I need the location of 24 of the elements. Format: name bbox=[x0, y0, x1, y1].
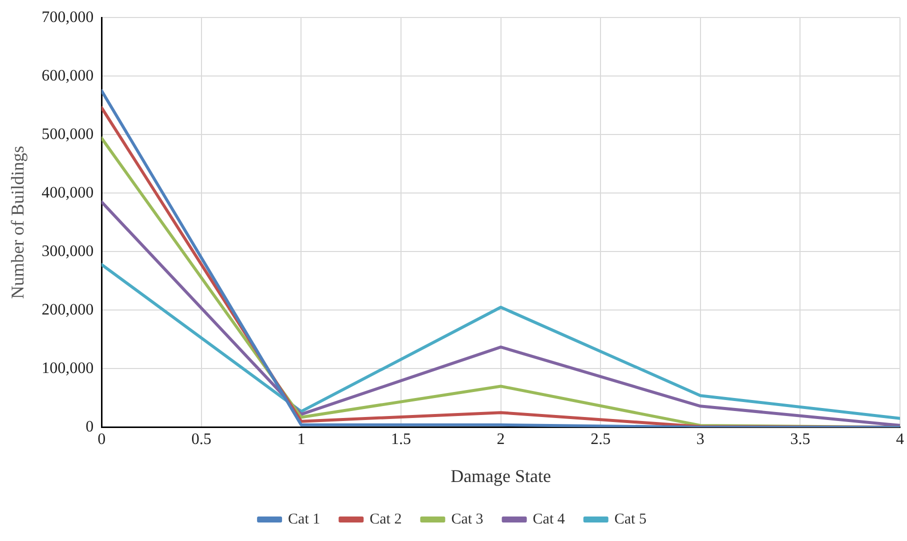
x-tick-label: 4 bbox=[896, 431, 904, 448]
x-tick-label: 3 bbox=[696, 431, 704, 448]
x-axis-title: Damage State bbox=[450, 466, 552, 486]
x-tick-label: 1 bbox=[297, 431, 306, 448]
legend-label: Cat 4 bbox=[532, 511, 566, 528]
y-tick-label: 500,000 bbox=[42, 126, 94, 143]
x-tick-label: 2.5 bbox=[590, 431, 611, 448]
y-tick-label: 400,000 bbox=[42, 184, 94, 202]
y-tick-label: 600,000 bbox=[42, 67, 94, 84]
y-axis-title: Number of Buildings bbox=[8, 146, 28, 299]
y-tick-label: 100,000 bbox=[42, 360, 94, 377]
legend-label: Cat 1 bbox=[288, 511, 320, 528]
legend-label: Cat 2 bbox=[370, 511, 402, 528]
x-tick-label: 0 bbox=[98, 431, 106, 448]
x-tick-label: 0.5 bbox=[191, 431, 212, 448]
y-tick-label: 700,000 bbox=[42, 8, 94, 26]
x-tick-label: 3.5 bbox=[790, 431, 810, 448]
legend-label: Cat 3 bbox=[451, 511, 484, 528]
x-tick-label: 1.5 bbox=[391, 431, 411, 448]
x-tick-label: 2 bbox=[496, 431, 505, 448]
y-tick-label: 300,000 bbox=[42, 242, 94, 260]
y-tick-label: 200,000 bbox=[42, 301, 94, 318]
y-tick-label: 0 bbox=[86, 418, 94, 436]
legend-label: Cat 5 bbox=[614, 511, 646, 528]
